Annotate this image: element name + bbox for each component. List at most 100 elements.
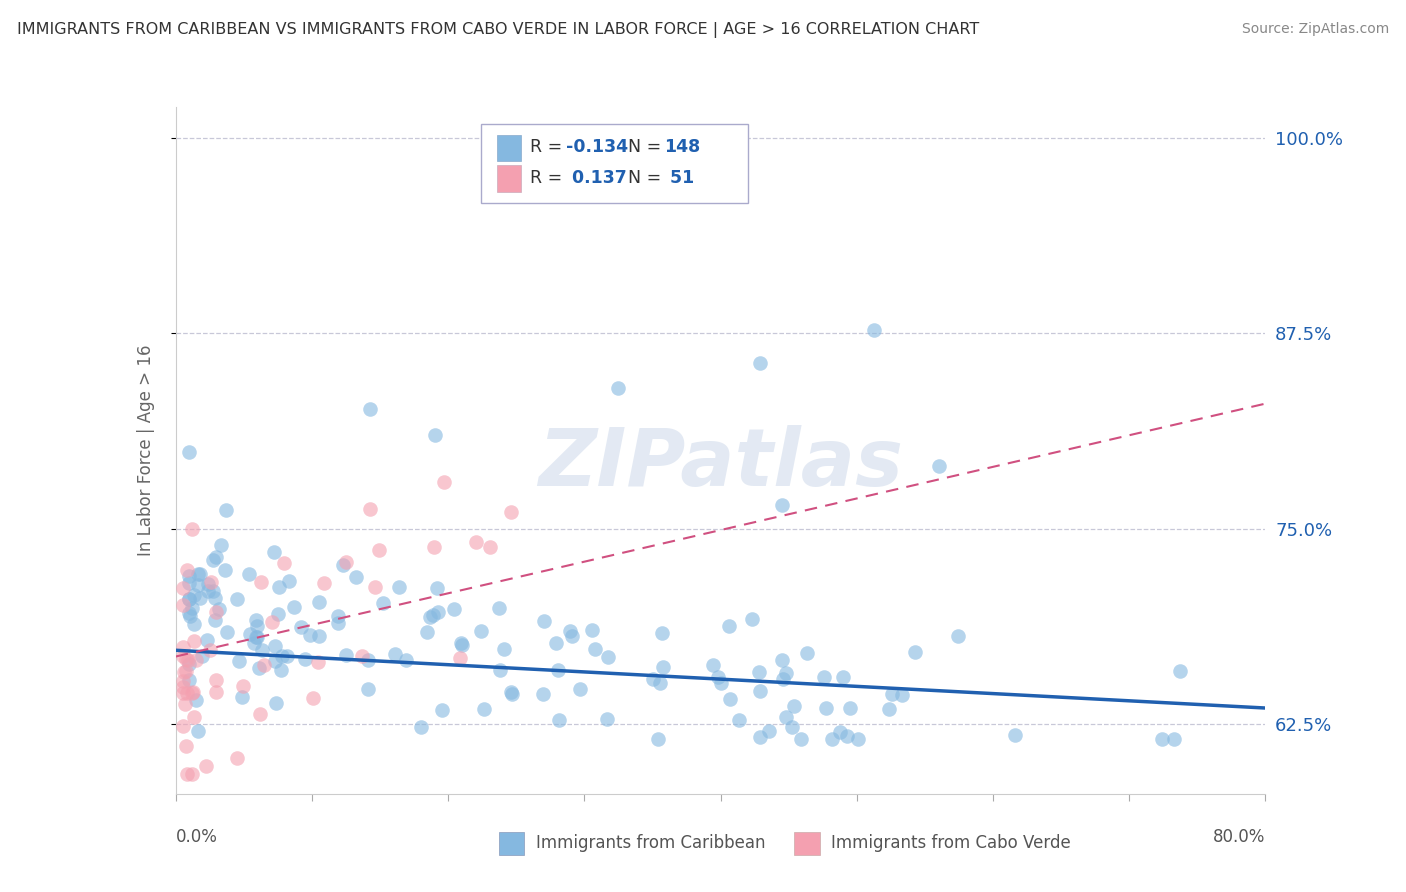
Point xyxy=(830,725,852,739)
Point xyxy=(179,445,201,459)
Point xyxy=(344,570,367,584)
Point xyxy=(301,690,323,705)
Point xyxy=(263,544,285,558)
Point xyxy=(371,596,394,610)
Point xyxy=(775,665,797,680)
Point xyxy=(183,589,205,603)
Point xyxy=(356,681,378,696)
Text: Source: ZipAtlas.com: Source: ZipAtlas.com xyxy=(1241,22,1389,37)
Text: R =: R = xyxy=(530,138,568,156)
Point xyxy=(419,609,441,624)
Point xyxy=(307,655,329,669)
Point xyxy=(598,650,620,665)
Point xyxy=(450,636,472,650)
Point xyxy=(204,614,226,628)
Point xyxy=(352,648,374,663)
Text: N =: N = xyxy=(628,138,666,156)
Point xyxy=(188,567,211,582)
Text: ZIPatlas: ZIPatlas xyxy=(538,425,903,503)
Text: Immigrants from Caribbean: Immigrants from Caribbean xyxy=(536,834,765,853)
Point xyxy=(357,653,380,667)
Point xyxy=(472,702,495,716)
Point xyxy=(335,556,357,570)
Point xyxy=(198,642,221,657)
Point xyxy=(443,602,465,616)
Point xyxy=(891,688,914,702)
Point xyxy=(395,653,418,667)
Point xyxy=(238,567,260,582)
Point xyxy=(368,543,391,558)
Point xyxy=(775,709,797,723)
Point xyxy=(187,578,209,592)
Point xyxy=(267,580,290,594)
Point xyxy=(172,681,194,695)
Point xyxy=(707,670,730,684)
Point xyxy=(205,606,228,620)
Text: 51: 51 xyxy=(664,169,695,187)
Point xyxy=(607,381,630,395)
Point xyxy=(278,574,301,589)
Point xyxy=(172,674,194,689)
Point xyxy=(652,660,675,674)
Point xyxy=(596,712,619,726)
Point xyxy=(173,697,195,711)
Point xyxy=(271,649,294,664)
Point xyxy=(384,647,406,661)
Point xyxy=(641,672,664,686)
Point xyxy=(450,638,472,652)
Point xyxy=(749,683,772,698)
Point xyxy=(718,619,741,633)
Point xyxy=(264,696,287,710)
Point xyxy=(173,665,195,680)
Point xyxy=(650,676,672,690)
Point xyxy=(581,623,603,637)
Point xyxy=(501,505,523,519)
Point xyxy=(1168,664,1191,678)
Point xyxy=(190,648,212,663)
Point xyxy=(1152,732,1174,747)
Point xyxy=(176,766,198,780)
Text: Immigrants from Cabo Verde: Immigrants from Cabo Verde xyxy=(831,834,1071,853)
Point xyxy=(245,613,267,627)
Point xyxy=(215,625,238,640)
Point xyxy=(179,606,201,620)
Point xyxy=(748,665,770,679)
Point xyxy=(249,706,271,721)
Point xyxy=(172,719,194,733)
Point xyxy=(181,686,204,700)
Point xyxy=(863,323,886,337)
Point xyxy=(245,630,267,644)
Point xyxy=(430,703,453,717)
Point xyxy=(821,732,844,747)
Point xyxy=(209,538,232,552)
Point xyxy=(882,687,904,701)
Point xyxy=(181,601,204,615)
Text: IMMIGRANTS FROM CARIBBEAN VS IMMIGRANTS FROM CABO VERDE IN LABOR FORCE | AGE > 1: IMMIGRANTS FROM CARIBBEAN VS IMMIGRANTS … xyxy=(17,22,979,38)
Point xyxy=(488,601,510,615)
Point xyxy=(172,598,194,612)
Point xyxy=(243,636,266,650)
Bar xyxy=(498,135,522,161)
Point xyxy=(780,720,803,734)
Point xyxy=(328,615,350,630)
Point xyxy=(1004,728,1026,742)
Point xyxy=(709,676,731,690)
Point xyxy=(846,732,869,747)
Point xyxy=(176,686,198,700)
Point xyxy=(748,356,770,370)
Point xyxy=(176,563,198,577)
Point xyxy=(359,401,381,416)
Point xyxy=(946,629,969,643)
Point xyxy=(226,751,249,765)
Point xyxy=(186,653,208,667)
Point xyxy=(782,698,804,713)
Point xyxy=(470,624,492,639)
Point xyxy=(264,639,287,653)
Point xyxy=(205,685,228,699)
Point xyxy=(548,713,571,727)
Point xyxy=(388,580,411,594)
Point xyxy=(179,657,201,672)
Point xyxy=(179,575,201,590)
Point xyxy=(290,620,312,634)
Point xyxy=(195,633,218,648)
